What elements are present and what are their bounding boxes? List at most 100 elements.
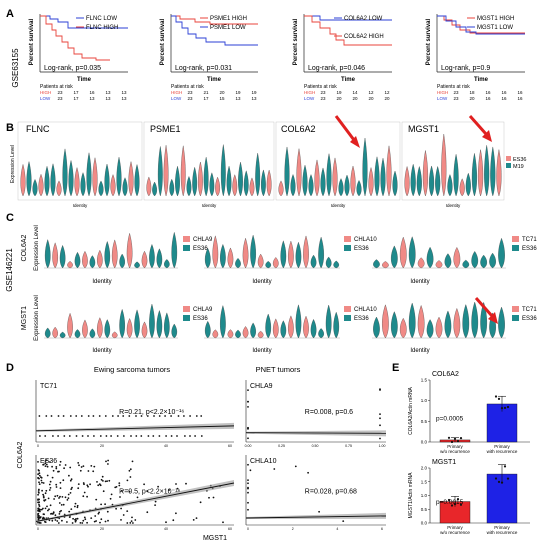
bar-tick-label: 0.5 <box>421 419 428 424</box>
violin-mark <box>242 326 249 339</box>
scatter-point <box>109 497 112 500</box>
scatter-point <box>184 435 186 437</box>
risk-label-low: LOW <box>40 96 51 101</box>
km-y-label: Percent survival <box>160 18 166 65</box>
violin-mark <box>171 231 178 269</box>
bar-point <box>459 437 463 440</box>
violin-mark <box>156 310 163 339</box>
scatter-point <box>170 435 173 437</box>
violin-mark <box>119 308 125 339</box>
scatter-point <box>307 471 309 474</box>
risk-value: 16 <box>501 90 507 95</box>
risk-label-low: LOW <box>171 96 182 101</box>
bar-category: Primary <box>494 444 510 449</box>
violin-mark <box>373 259 380 269</box>
c-identity-label: Identity <box>252 279 271 285</box>
scatter-point <box>44 507 47 510</box>
scatter-point <box>45 489 48 492</box>
scatter-point <box>75 415 78 417</box>
scatter-point <box>99 435 102 437</box>
scatter-point <box>71 486 73 489</box>
scatter-point <box>57 415 60 417</box>
risk-value: 23 <box>320 96 326 101</box>
risk-value: 19 <box>235 90 241 95</box>
c-violin-marks <box>44 231 506 339</box>
scatter-point <box>147 435 150 437</box>
risk-label-low: LOW <box>437 96 448 101</box>
panel-e: COL6A2 COL6A2/Actin mRNA 0.0 0.5 1.0 1.5 Prima… <box>408 371 530 535</box>
legend-swatch-es36 <box>506 156 511 161</box>
bar-point <box>459 503 463 506</box>
scatter-point <box>55 467 58 470</box>
scatter-point <box>130 520 133 522</box>
scatter-point <box>122 514 125 516</box>
scatter-point <box>102 490 105 493</box>
scatter-point <box>120 507 122 510</box>
risk-value: 20 <box>368 96 374 101</box>
scatter-point <box>153 415 155 417</box>
scatter-point <box>47 497 50 500</box>
scatter-tick: 20 <box>100 527 104 531</box>
scatter-point <box>165 521 167 524</box>
scatter-point <box>44 492 47 495</box>
arrow-icon <box>482 130 492 142</box>
violin-mark <box>284 146 290 197</box>
risk-value: 16 <box>501 96 507 101</box>
scatter-point <box>249 469 252 472</box>
scatter-stat: R=0.028, p=0.68 <box>305 489 357 496</box>
scatter-point <box>42 482 45 484</box>
violin-mark <box>104 163 110 197</box>
risk-value: 16 <box>517 96 523 101</box>
scatter-point <box>38 503 40 506</box>
violin-mark <box>399 236 407 269</box>
risk-values: 23 17 16 13 13 23 17 13 13 13 <box>57 90 127 101</box>
violin-mark <box>250 234 256 269</box>
scatter-point <box>143 483 146 486</box>
scatter-point <box>58 502 61 504</box>
scatter-point <box>154 500 157 503</box>
scatter-point <box>136 496 139 499</box>
scatter-point <box>37 489 40 491</box>
scatter-point <box>176 487 179 490</box>
scatter-point <box>68 516 71 518</box>
violin-mark <box>255 153 261 197</box>
risk-value: 13 <box>105 96 111 101</box>
violin-mark <box>250 322 256 339</box>
violin-mark <box>82 319 88 339</box>
scatter-point <box>81 522 84 524</box>
scatter-point <box>116 435 119 437</box>
violin-mark <box>242 237 249 269</box>
violin-mark <box>373 316 380 339</box>
violin-mark <box>288 315 294 339</box>
violin-mark <box>257 330 264 339</box>
scatter-point <box>52 512 55 514</box>
bar-tick-label: 2.0 <box>421 466 428 471</box>
scatter-point <box>175 512 177 515</box>
scatter-point <box>44 435 47 437</box>
violin-mark <box>82 250 88 269</box>
scatter-point <box>38 521 41 524</box>
scatter-point <box>130 435 132 437</box>
legend-swatch <box>512 306 519 312</box>
violin-mark <box>265 261 272 269</box>
scatter-point <box>63 467 65 470</box>
violin-mark <box>164 312 170 339</box>
violin-mark <box>416 165 422 197</box>
violin-mark <box>180 145 186 197</box>
scatter-point <box>50 415 53 417</box>
scatter-point <box>49 480 52 483</box>
violin-mark <box>104 319 111 339</box>
scatter-point <box>379 417 381 420</box>
scatter-point <box>44 465 47 467</box>
scatter-point <box>83 491 86 494</box>
bar-tick-label: 1.0 <box>421 398 428 403</box>
scatter-point <box>68 435 71 437</box>
bar-point <box>447 498 451 502</box>
scatter-point <box>76 504 79 507</box>
km-curve-high <box>40 15 110 61</box>
scatter-point <box>49 504 52 507</box>
scatter-point <box>74 505 76 508</box>
scatter-point <box>106 480 108 482</box>
bar-category: Primary <box>494 525 510 530</box>
scatter-point <box>42 463 44 466</box>
